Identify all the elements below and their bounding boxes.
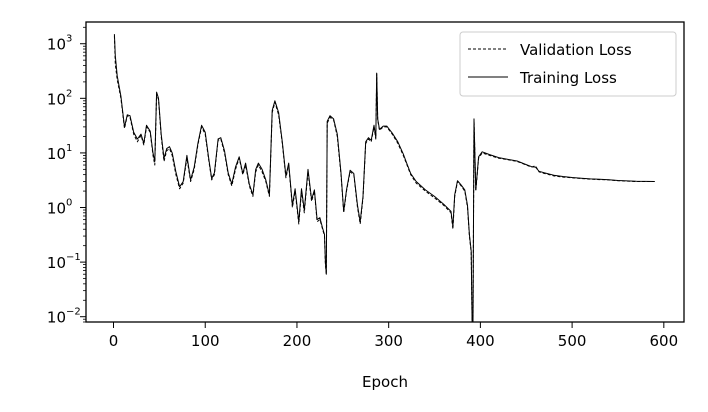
y-tick-exponent: 2 xyxy=(66,88,72,99)
plot-frame xyxy=(85,21,685,323)
x-tick-label: 100 xyxy=(191,332,220,350)
series-layer xyxy=(113,34,655,323)
legend: Validation Loss Training Loss xyxy=(459,31,677,97)
legend-label-training: Training Loss xyxy=(519,69,617,87)
legend-label-validation: Validation Loss xyxy=(520,41,632,59)
legend-box xyxy=(459,31,677,97)
x-tick-label: 0 xyxy=(109,332,119,350)
training-loss-line xyxy=(113,34,655,323)
y-tick-exponent: −1 xyxy=(66,252,81,263)
x-tick-label: 400 xyxy=(466,332,495,350)
y-tick-exponent: 1 xyxy=(66,143,72,154)
x-axis-ticks: 0 100 200 300 400 500 600 xyxy=(109,322,678,350)
x-axis-label: Epoch xyxy=(362,373,408,391)
y-tick-exponent: 0 xyxy=(66,198,72,209)
y-tick-label: 10 xyxy=(47,200,66,218)
y-tick-label: 10 xyxy=(47,145,66,163)
x-tick-label: 300 xyxy=(374,332,403,350)
y-tick-label: 10 xyxy=(47,90,66,108)
y-tick-exponent: 3 xyxy=(66,34,72,45)
y-tick-label: 10 xyxy=(47,309,66,327)
x-tick-label: 200 xyxy=(283,332,312,350)
y-tick-exponent: −2 xyxy=(66,307,81,318)
y-tick-label: 10 xyxy=(47,36,66,54)
x-tick-label: 600 xyxy=(650,332,679,350)
x-tick-label: 500 xyxy=(558,332,587,350)
y-tick-label: 10 xyxy=(47,254,66,272)
